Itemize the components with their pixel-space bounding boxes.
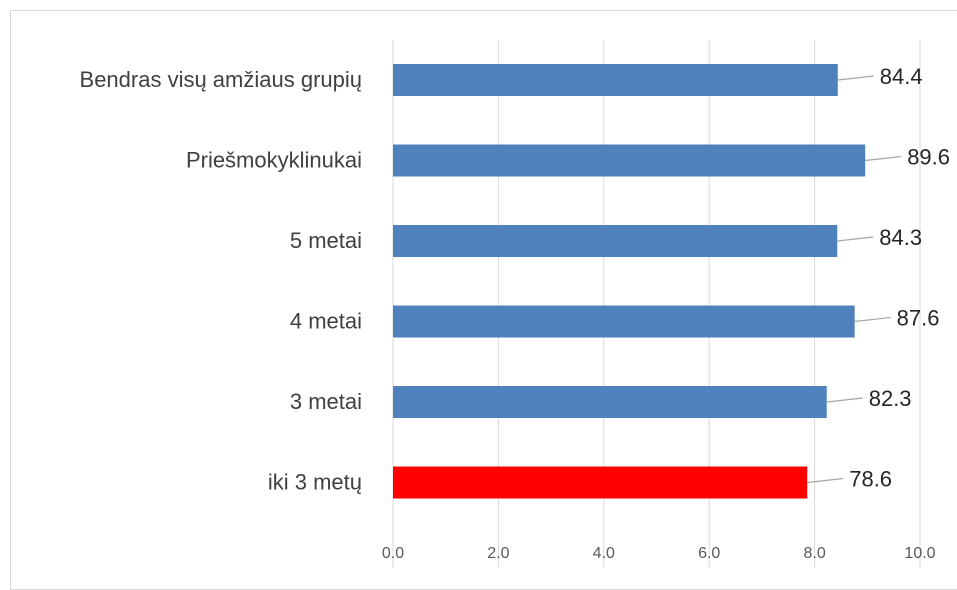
- data-label: 87.6: [897, 306, 940, 331]
- x-tick-label: 2.0: [487, 545, 509, 562]
- bar: [393, 466, 808, 499]
- leader-line: [854, 316, 891, 323]
- data-label: 84.3: [879, 225, 922, 250]
- data-label: 89.6: [907, 145, 950, 170]
- bar: [393, 386, 827, 418]
- leader-line: [807, 477, 844, 484]
- leader-line: [865, 155, 902, 162]
- x-tick-label: 6.0: [698, 545, 720, 562]
- category-label: Priešmokyklinukai: [186, 148, 362, 173]
- x-tick-label: 8.0: [803, 545, 825, 562]
- bar: [393, 64, 838, 96]
- leader-line: [837, 75, 874, 81]
- category-label: 5 metai: [290, 228, 362, 253]
- x-tick-label: 4.0: [593, 545, 615, 562]
- x-tick-label: 0.0: [382, 545, 404, 562]
- bar: [393, 225, 838, 257]
- category-label: 4 metai: [290, 309, 362, 334]
- category-label: iki 3 metų: [268, 470, 362, 495]
- leader-line: [826, 397, 863, 403]
- data-label: 78.6: [849, 467, 892, 492]
- data-label: 84.4: [880, 64, 923, 89]
- bar: [393, 305, 855, 338]
- x-tick-label: 10.0: [904, 545, 935, 562]
- bar: [393, 144, 866, 177]
- leader-line: [837, 236, 874, 242]
- data-label: 82.3: [869, 386, 912, 411]
- category-label: Bendras visų amžiaus grupių: [80, 67, 362, 92]
- category-label: 3 metai: [290, 389, 362, 414]
